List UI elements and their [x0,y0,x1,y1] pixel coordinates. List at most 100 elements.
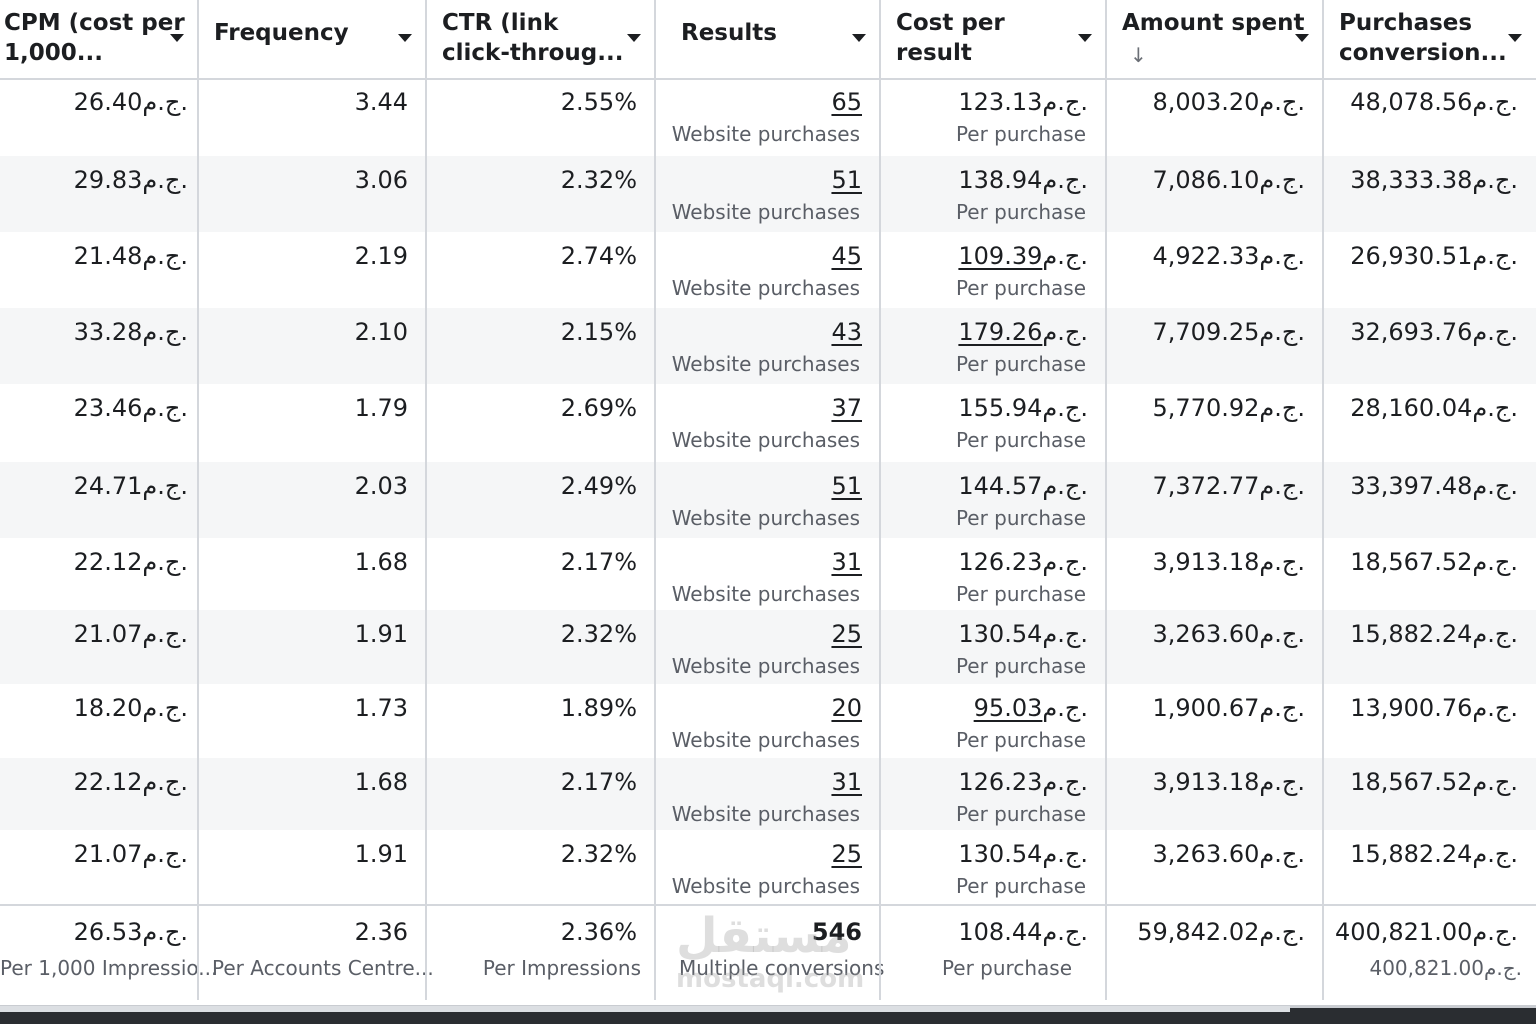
cell-value: 1.91 [354,620,408,648]
cell-results[interactable]: 31 [655,548,862,576]
cell-spent: 7,709.25ج.م. [1106,318,1306,346]
horizontal-scrollbar-thumb[interactable] [0,1006,1290,1012]
table-row[interactable]: 21.07ج.م. 1.91 2.32% 25 Website purchases 130… [0,830,1536,904]
cell-frequency: 2.03 [198,472,408,500]
currency-symbol: ج.م. [1472,166,1518,194]
column-header-results[interactable]: Results [655,0,880,78]
column-header-label: Purchases [1339,10,1473,36]
cell-ctr: 2.69% [426,394,637,422]
cell-spent: 3,263.60ج.م. [1106,620,1306,648]
table-row[interactable]: 22.12ج.م. 1.68 2.17% 31 Website purchases 126… [0,758,1536,830]
cell-results[interactable]: 20 [655,694,862,722]
cell-results[interactable]: 65 [655,88,862,116]
cell-value[interactable]: 37 [831,394,862,422]
cell-value: 1.91 [354,840,408,868]
table-row[interactable]: 18.20ج.م. 1.73 1.89% 20 Website purchases 95.… [0,684,1536,758]
cell-value: 33.28 [73,318,143,346]
cell-frequency: 1.91 [198,840,408,868]
totals-row: 26.53ج.م. Per 1,000 Impressio... 2.36 Per A… [0,904,1536,1000]
cell-value: 1,900.67 [1152,694,1260,722]
cell-cpr: 95.03ج.م. [880,694,1088,722]
column-header-label-line2: 1,000... [4,40,103,66]
cell-cpr: 179.26ج.م. [880,318,1088,346]
cell-value: 13,900.76 [1350,694,1473,722]
cell-cpm: 33.28ج.م. [0,318,188,346]
cell-results[interactable]: 45 [655,242,862,270]
cell-value[interactable]: 51 [831,166,862,194]
cell-frequency: 2.10 [198,318,408,346]
currency-symbol: ج.م. [1042,918,1088,946]
currency-symbol: ج.م. [142,242,188,270]
table-row[interactable]: 21.48ج.م. 2.19 2.74% 45 Website purchases 109… [0,232,1536,308]
table-row[interactable]: 33.28ج.م. 2.10 2.15% 43 Website purchases 179… [0,308,1536,384]
cell-results-subtitle: Website purchases [671,654,860,678]
cell-cpm: 29.83ج.م. [0,166,188,194]
cell-value: 7,086.10 [1152,166,1260,194]
cell-results[interactable]: 25 [655,840,862,868]
cell-results[interactable]: 37 [655,394,862,422]
cell-value: 33,397.48 [1350,472,1473,500]
dropdown-caret-icon[interactable] [398,34,412,42]
cell-ctr: 2.55% [426,88,637,116]
cell-results[interactable]: 51 [655,166,862,194]
cell-value: 23.46 [73,394,143,422]
column-header-ctr[interactable]: CTR (link click-throug... [426,0,655,78]
currency-symbol: ج.م. [1042,166,1088,194]
dropdown-caret-icon[interactable] [1078,34,1092,42]
currency-symbol: ج.م. [142,88,188,116]
table-row[interactable]: 23.46ج.م. 1.79 2.69% 37 Website purchases 155… [0,384,1536,462]
sort-descending-icon[interactable]: ↓ [1130,43,1147,67]
table-row[interactable]: 24.71ج.م. 2.03 2.49% 51 Website purchases 144… [0,462,1536,538]
currency-symbol: ج.م. [142,694,188,722]
dropdown-caret-icon[interactable] [852,34,866,42]
cell-results[interactable]: 51 [655,472,862,500]
cell-value: 21.07 [73,620,143,648]
table-row[interactable]: 29.83ج.م. 3.06 2.32% 51 Website purchases 138… [0,156,1536,232]
table-row[interactable]: 22.12ج.م. 1.68 2.17% 31 Website purchases 126… [0,538,1536,610]
cell-frequency: 1.68 [198,768,408,796]
column-header-frequency[interactable]: Frequency [198,0,426,78]
cell-value[interactable]: 25 [831,840,862,868]
cell-value[interactable]: 25 [831,620,862,648]
cell-value: 18,567.52 [1350,548,1473,576]
cell-cpr-subtitle: Per purchase [955,122,1086,146]
dropdown-caret-icon[interactable] [170,34,184,42]
cell-results[interactable]: 43 [655,318,862,346]
cell-value: 2.69% [560,394,637,422]
dropdown-caret-icon[interactable] [1295,34,1309,42]
column-header-purchases_conversion[interactable]: Purchases conversion... [1323,0,1536,78]
table-row[interactable]: 26.40ج.م. 3.44 2.55% 65 Website purchases 123… [0,78,1536,156]
cell-pcv: 15,882.24ج.م. [1323,620,1518,648]
cell-value[interactable]: 65 [831,88,862,116]
cell-value: 2.32% [560,620,637,648]
cell-value: 21.07 [73,840,143,868]
cell-pcv: 26,930.51ج.م. [1323,242,1518,270]
currency-symbol: ج.م. [1259,88,1305,116]
column-header-cost_per_result[interactable]: Cost per result [880,0,1106,78]
cell-value[interactable]: 31 [831,768,862,796]
cell-value: 138.94 [958,166,1043,194]
column-header-amount_spent[interactable]: Amount spent ↓ [1106,0,1323,78]
cell-value: 18.20 [73,694,143,722]
row-background [0,308,1536,384]
cell-value: 109.39 [958,242,1043,270]
cell-results[interactable]: 25 [655,620,862,648]
cell-pcv: 32,693.76ج.م. [1323,318,1518,346]
cell-value[interactable]: 51 [831,472,862,500]
dropdown-caret-icon[interactable] [627,34,641,42]
cell-value[interactable]: 45 [831,242,862,270]
cell-value[interactable]: 20 [831,694,862,722]
cell-value[interactable]: 31 [831,548,862,576]
cell-cpm: 22.12ج.م. [0,768,188,796]
table-row[interactable]: 21.07ج.م. 1.91 2.32% 25 Website purchases 130… [0,610,1536,684]
row-background [0,610,1536,684]
cell-value: 123.13 [958,88,1043,116]
cell-value: 1.79 [354,394,408,422]
column-header-cpm[interactable]: CPM (cost per 1,000... [0,0,198,78]
cell-results[interactable]: 31 [655,768,862,796]
cell-value: 3,913.18 [1152,548,1260,576]
cell-value[interactable]: 43 [831,318,862,346]
cell-value: 15,882.24 [1350,840,1473,868]
cell-value: 26.40 [73,88,143,116]
dropdown-caret-icon[interactable] [1508,34,1522,42]
